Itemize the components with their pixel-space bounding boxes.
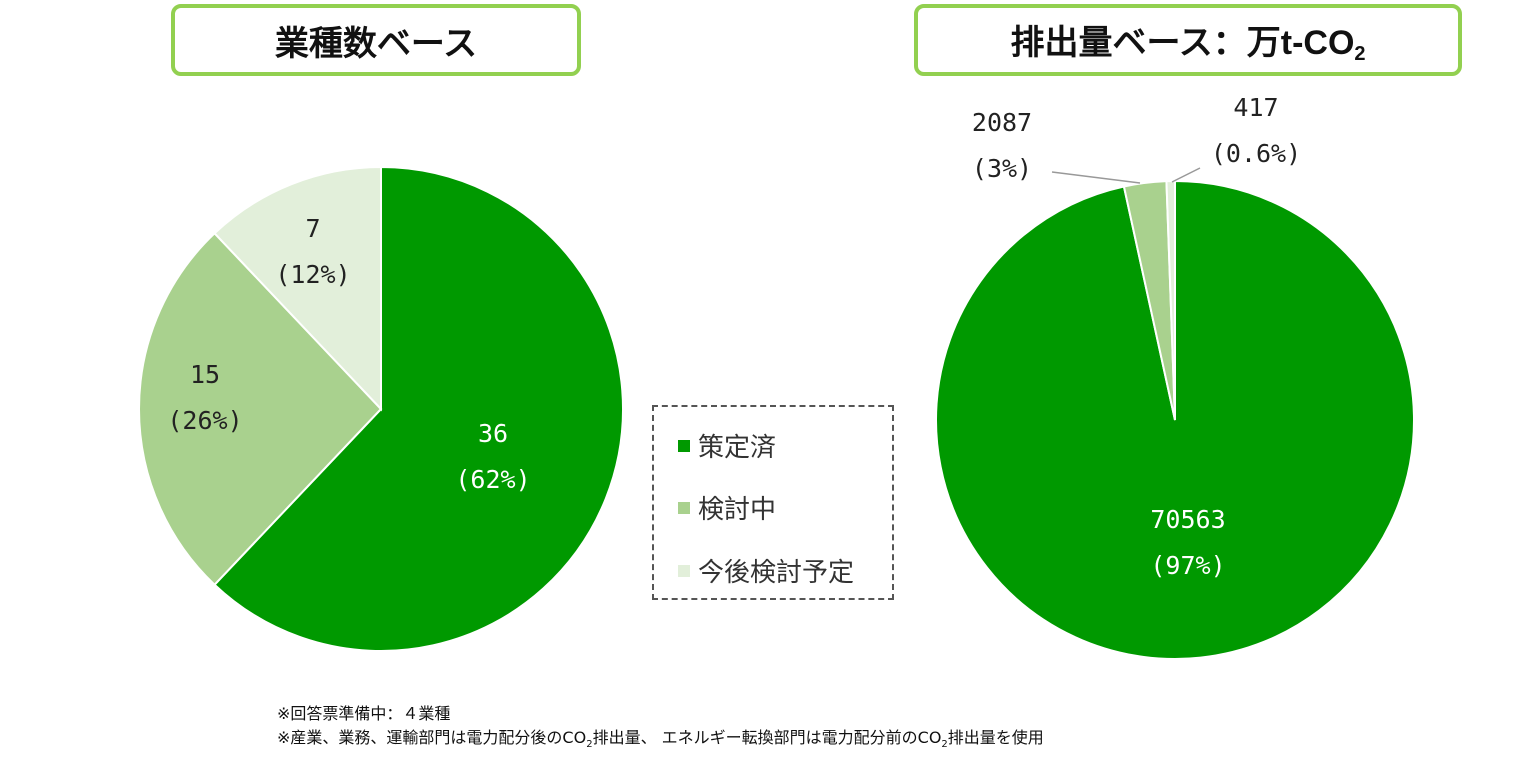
pie-1-percent-label-completed: (97%): [1150, 551, 1225, 580]
pie-0-slice-under-review: [138, 231, 383, 587]
pie-0-percent-label-planned: (12%): [275, 260, 350, 289]
pie-0-percent-label-completed: (62%): [455, 465, 530, 494]
pie-1-percent-label-planned: (0.6%): [1211, 139, 1301, 168]
pie-1-value-label-planned: 417: [1233, 93, 1278, 122]
legend: 策定済 検討中 今後検討予定: [652, 405, 894, 600]
pie-0-value-label-planned: 7: [305, 214, 320, 243]
chart-title-industry-count-text: 業種数ベース: [274, 24, 478, 63]
legend-label-planned: 今後検討予定: [698, 558, 855, 588]
footnote-emission-basis: ※産業、業務、運輸部門は電力配分後のCO2排出量、 エネルギー転換部門は電力配分…: [277, 728, 1044, 751]
pie-1-slice-completed: [935, 179, 1415, 660]
chart-title-emissions-text: 排出量ベース：万t-CO2: [1010, 23, 1366, 65]
legend-label-completed: 策定済: [698, 433, 777, 463]
chart-title-industry-count: 業種数ベース: [171, 4, 581, 76]
pie-1-value-label-completed: 70563: [1150, 505, 1225, 534]
pie-0-slice-planned: [213, 165, 382, 412]
legend-label-under-review: 検討中: [698, 495, 777, 525]
pie-1-value-label-under-review: 2087: [972, 108, 1032, 137]
pie-0-slice-completed: [213, 165, 624, 652]
legend-swatch-completed: [678, 439, 690, 452]
pie-0: 36 (62%) 15 (26%) 7 (12%): [138, 165, 624, 652]
chart-title-emissions: 排出量ベース：万t-CO2: [914, 4, 1462, 76]
pie-1-leader-under-review: [1051, 171, 1141, 184]
pie-1-leader-planned: [1171, 167, 1201, 183]
legend-item-under-review: 検討中: [678, 489, 776, 526]
pie-0-percent-label-under-review: (26%): [167, 406, 242, 435]
legend-item-planned: 今後検討予定: [678, 552, 854, 589]
legend-item-completed: 策定済: [678, 427, 776, 464]
pie-0-value-label-under-review: 15: [190, 360, 220, 389]
legend-swatch-under-review: [678, 501, 690, 514]
pie-1-percent-label-under-review: (3%): [972, 154, 1032, 183]
legend-swatch-planned: [678, 564, 690, 577]
pie-1: 70563 (97%) 2087 (3%) 417 (0.6%): [935, 93, 1415, 660]
footnote-pending: ※回答票準備中：４業種: [277, 704, 451, 723]
pie-0-value-label-completed: 36: [478, 419, 508, 448]
